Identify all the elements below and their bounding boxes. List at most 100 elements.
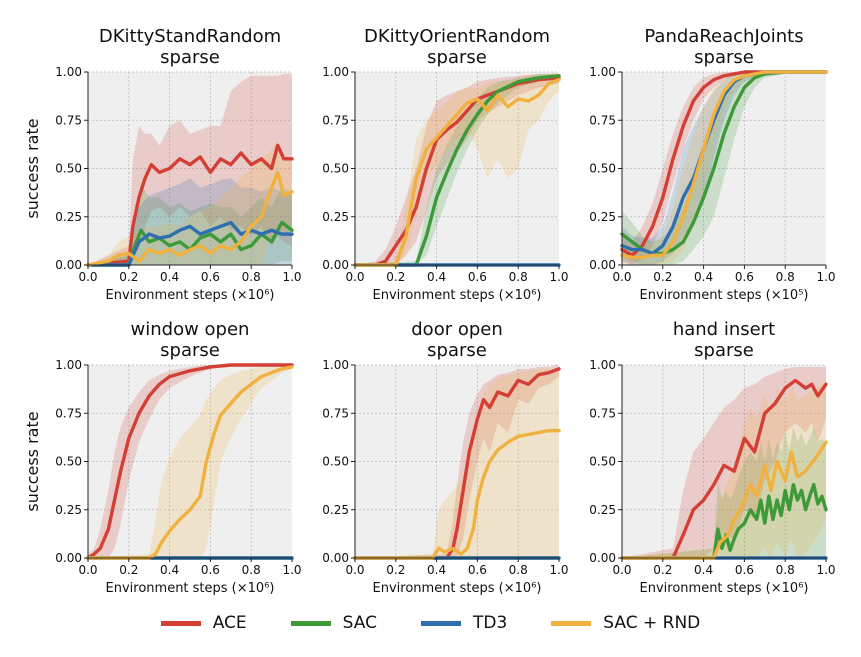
chart-panel-pandareachjoints: 0.00 0.25 0.50 0.75 1.00 0.0 0.2 0.4 0.6 0.8 1.0 En… [589,26,835,303]
chart-subtitle: sparse [694,340,754,361]
legend-item-ace: ACE [160,613,247,633]
x-axis-label: Environment steps (×10⁶) [106,581,275,596]
y-tick-label: 0.25 [589,503,616,517]
y-tick-label: 1.00 [322,65,349,79]
x-tick-label: 0.6 [468,563,487,577]
x-tick-label: 1.0 [816,270,835,284]
y-tick-label: 0.00 [589,258,616,272]
chart-title: DKittyOrientRandom [364,26,550,47]
x-tick-label: 0.0 [345,270,364,284]
series-line-sac-rnd [353,78,561,267]
y-tick-label: 0.75 [55,113,82,127]
x-axis-label: Environment steps (×10⁶) [373,581,542,596]
y-tick-label: 0.50 [322,455,349,469]
series-line-sac-rnd [620,70,828,259]
x-tick-label: 0.6 [201,270,220,284]
y-tick-label: 1.00 [55,358,82,372]
band-td3 [622,72,826,265]
x-tick-label: 0.0 [612,563,631,577]
series-line-ace [620,70,828,258]
x-tick-label: 0.2 [119,563,138,577]
legend-item-sac: SAC [290,613,377,633]
series-line-ace [353,367,561,560]
series-line-sac [353,74,561,267]
x-tick-label: 0.4 [160,270,179,284]
chart-subtitle: sparse [427,340,487,361]
series-line-td3 [86,220,294,267]
series-line-sac-rnd [86,170,294,267]
x-axis-label: Environment steps (×10⁵) [640,288,809,303]
y-tick-label: 1.00 [322,358,349,372]
chart-panel-window-open: 0.00 0.25 0.50 0.75 1.00 0.0 0.2 0.4 0.6 0.8 1.0 En… [23,319,302,596]
y-tick-label: 0.50 [589,455,616,469]
chart-panel-hand-insert: 0.00 0.25 0.50 0.75 1.00 0.0 0.2 0.4 0.6 0.8 1.0 En… [589,319,835,596]
y-tick-label: 0.00 [55,258,82,272]
y-tick-label: 0.75 [589,406,616,420]
x-tick-label: 0.6 [735,270,754,284]
band-ace [355,73,559,266]
y-tick-label: 0.50 [322,162,349,176]
x-axis-label: Environment steps (×10⁶) [373,288,542,303]
band-sac [622,72,826,265]
x-tick-label: 0.8 [776,563,795,577]
series-line-ace [620,378,828,560]
y-tick-label: 0.00 [322,551,349,565]
x-tick-label: 0.8 [242,563,261,577]
band-sac-rnd [88,365,292,558]
y-tick-label: 1.00 [55,65,82,79]
x-tick-label: 0.2 [119,270,138,284]
y-tick-label: 0.25 [322,503,349,517]
series-line-sac [620,482,828,560]
chart-title: hand insert [673,319,775,340]
chart-title: window open [131,319,250,340]
legend-swatch-sac [290,620,331,626]
chart-panel-dkittyorientrandom: 0.00 0.25 0.50 0.75 1.00 0.0 0.2 0.4 0.6 0.8 1.0 En… [322,26,568,303]
x-tick-label: 0.0 [78,563,97,577]
x-tick-label: 1.0 [549,563,568,577]
x-tick-label: 0.0 [345,563,364,577]
legend-swatch-ace [160,620,201,626]
y-tick-label: 0.75 [322,406,349,420]
y-tick-label: 0.50 [589,162,616,176]
series-line-sac-rnd [86,365,294,560]
x-tick-label: 0.4 [160,563,179,577]
x-axis-label: Environment steps (×10⁶) [106,288,275,303]
legend-swatch-sac-rnd [551,620,592,626]
legend-label-td3: TD3 [472,613,508,633]
x-tick-label: 0.4 [427,270,446,284]
x-tick-label: 0.8 [509,563,528,577]
legend: ACE SAC TD3 SAC + RND [0,613,861,633]
x-tick-label: 0.4 [694,270,713,284]
chart-title: DKittyStandRandom [99,26,281,47]
x-tick-label: 0.6 [201,563,220,577]
x-tick-label: 0.8 [242,270,261,284]
x-tick-label: 1.0 [282,563,301,577]
chart-title: door open [411,319,503,340]
x-axis-label: Environment steps (×10⁶) [640,581,809,596]
band-ace [355,365,559,558]
band-ace [88,73,292,266]
y-axis-label: success rate [23,411,42,511]
legend-swatch-td3 [420,620,461,626]
y-tick-label: 0.75 [55,406,82,420]
x-tick-label: 0.8 [776,270,795,284]
y-tick-label: 0.75 [322,113,349,127]
band-ace [622,366,826,558]
band-sac-rnd [355,73,559,266]
y-tick-label: 0.25 [55,503,82,517]
y-tick-label: 0.00 [55,551,82,565]
y-tick-label: 0.00 [322,258,349,272]
x-tick-label: 0.6 [468,270,487,284]
x-tick-label: 1.0 [282,270,301,284]
x-tick-label: 0.2 [386,270,405,284]
series-line-sac-rnd [620,440,828,560]
y-tick-label: 0.50 [55,162,82,176]
x-tick-label: 0.2 [653,563,672,577]
chart-title: PandaReachJoints [644,26,803,47]
x-tick-label: 0.0 [78,270,97,284]
legend-label-sac: SAC [342,613,377,633]
y-tick-label: 1.00 [589,65,616,79]
legend-item-td3: TD3 [420,613,508,633]
legend-item-sac-rnd: SAC + RND [551,613,700,633]
